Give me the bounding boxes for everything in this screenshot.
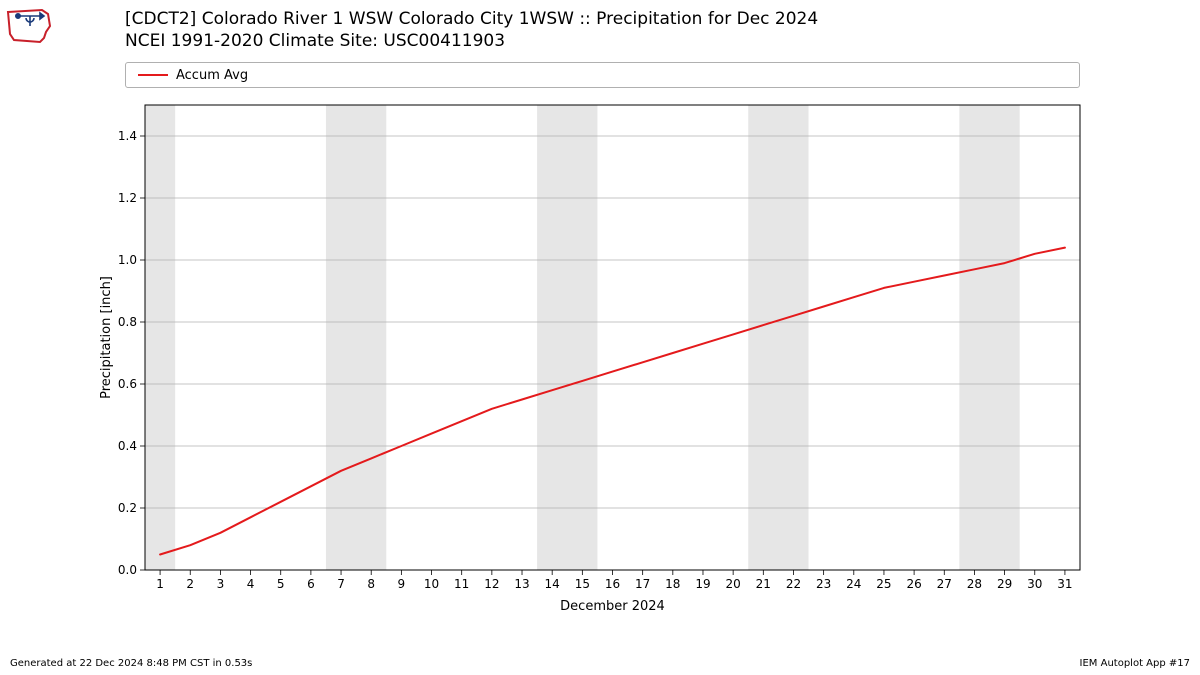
svg-text:9: 9 bbox=[398, 577, 406, 591]
svg-text:26: 26 bbox=[906, 577, 921, 591]
svg-text:30: 30 bbox=[1027, 577, 1042, 591]
svg-text:19: 19 bbox=[695, 577, 710, 591]
anemometer-icon bbox=[16, 13, 44, 26]
svg-text:1.0: 1.0 bbox=[118, 253, 137, 267]
svg-text:0.8: 0.8 bbox=[118, 315, 137, 329]
svg-text:23: 23 bbox=[816, 577, 831, 591]
chart-svg: 1234567891011121314151617181920212223242… bbox=[100, 100, 1090, 620]
svg-text:8: 8 bbox=[367, 577, 375, 591]
svg-text:21: 21 bbox=[756, 577, 771, 591]
svg-text:20: 20 bbox=[726, 577, 741, 591]
legend-swatch bbox=[138, 74, 168, 76]
legend-label: Accum Avg bbox=[176, 68, 248, 83]
svg-text:2: 2 bbox=[186, 577, 194, 591]
legend: Accum Avg bbox=[125, 62, 1080, 88]
svg-text:12: 12 bbox=[484, 577, 499, 591]
svg-text:Precipitation [inch]: Precipitation [inch] bbox=[99, 276, 114, 399]
svg-text:1: 1 bbox=[156, 577, 164, 591]
chart-title-block: [CDCT2] Colorado River 1 WSW Colorado Ci… bbox=[125, 8, 818, 52]
svg-text:11: 11 bbox=[454, 577, 469, 591]
svg-text:28: 28 bbox=[967, 577, 982, 591]
chart-title-line1: [CDCT2] Colorado River 1 WSW Colorado Ci… bbox=[125, 8, 818, 30]
svg-text:4: 4 bbox=[247, 577, 255, 591]
svg-text:15: 15 bbox=[575, 577, 590, 591]
svg-text:29: 29 bbox=[997, 577, 1012, 591]
svg-text:5: 5 bbox=[277, 577, 285, 591]
precipitation-chart: 1234567891011121314151617181920212223242… bbox=[100, 100, 1090, 620]
svg-text:31: 31 bbox=[1057, 577, 1072, 591]
footer-app: IEM Autoplot App #17 bbox=[1080, 658, 1190, 669]
footer-generated: Generated at 22 Dec 2024 8:48 PM CST in … bbox=[10, 658, 252, 669]
chart-title-line2: NCEI 1991-2020 Climate Site: USC00411903 bbox=[125, 30, 818, 52]
svg-text:27: 27 bbox=[937, 577, 952, 591]
svg-text:13: 13 bbox=[514, 577, 529, 591]
svg-text:December 2024: December 2024 bbox=[560, 599, 665, 614]
svg-text:16: 16 bbox=[605, 577, 620, 591]
svg-text:0.6: 0.6 bbox=[118, 377, 137, 391]
svg-text:7: 7 bbox=[337, 577, 345, 591]
svg-text:14: 14 bbox=[545, 577, 560, 591]
svg-text:0.2: 0.2 bbox=[118, 501, 137, 515]
iem-logo bbox=[4, 4, 60, 50]
svg-text:0.4: 0.4 bbox=[118, 439, 137, 453]
svg-text:10: 10 bbox=[424, 577, 439, 591]
svg-text:22: 22 bbox=[786, 577, 801, 591]
svg-text:6: 6 bbox=[307, 577, 315, 591]
svg-text:1.4: 1.4 bbox=[118, 129, 137, 143]
svg-text:18: 18 bbox=[665, 577, 680, 591]
svg-text:17: 17 bbox=[635, 577, 650, 591]
svg-text:0.0: 0.0 bbox=[118, 563, 137, 577]
svg-text:1.2: 1.2 bbox=[118, 191, 137, 205]
svg-text:25: 25 bbox=[876, 577, 891, 591]
svg-text:3: 3 bbox=[217, 577, 225, 591]
svg-text:24: 24 bbox=[846, 577, 861, 591]
